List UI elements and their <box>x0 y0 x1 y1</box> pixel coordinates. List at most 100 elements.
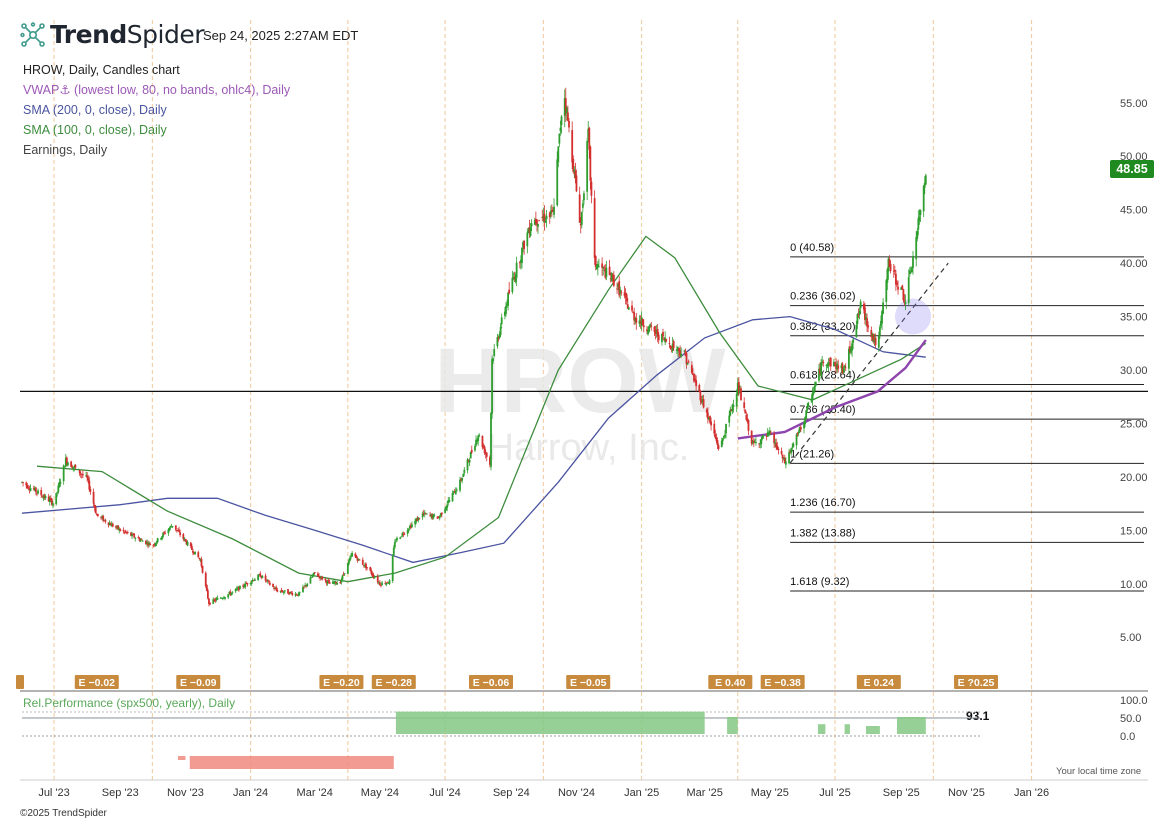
earnings-marker-box <box>954 675 999 689</box>
price-axis[interactable]: 5.00 10.00 15.00 20.00 25.00 30.00 35.00 40.00 4… <box>20 98 1148 692</box>
candle <box>159 537 162 541</box>
candle-body <box>791 447 794 449</box>
candle-body <box>740 388 742 401</box>
candle <box>107 522 110 528</box>
rel-performance-pane[interactable]: Rel.Performance (spx500, yearly), Daily … <box>22 695 1148 777</box>
candle-body <box>548 212 551 218</box>
candle <box>320 575 323 580</box>
candle-body <box>662 331 664 337</box>
candle-body <box>49 497 52 500</box>
candle <box>541 209 544 222</box>
candle-body <box>605 267 608 277</box>
candle-body <box>834 362 836 365</box>
candle-body <box>194 551 196 555</box>
candle-body <box>77 468 80 470</box>
candle <box>604 264 607 280</box>
candle <box>721 437 724 445</box>
candle-body <box>492 358 495 362</box>
legend-sma100[interactable]: SMA (100, 0, close), Daily <box>23 123 167 137</box>
candle-body <box>70 461 73 467</box>
candle-body <box>221 597 224 599</box>
candle-body <box>279 590 282 592</box>
candle-body <box>523 241 526 249</box>
time-axis[interactable]: Jul '23 Sep '23 Nov '23 Jan '24 Mar '24 May '… <box>20 779 1148 799</box>
candles[interactable] <box>21 87 927 607</box>
candle-body <box>253 579 256 581</box>
candle-body <box>632 312 634 314</box>
candle <box>683 349 686 353</box>
candle-body <box>387 583 390 584</box>
candle-body <box>103 519 106 521</box>
candle <box>578 186 581 223</box>
candle <box>680 347 683 358</box>
candle-body <box>753 441 756 443</box>
candle <box>257 573 260 582</box>
time-tick-label: Jul '24 <box>429 787 460 799</box>
drawn-lines[interactable] <box>20 262 1148 464</box>
candle-body <box>639 321 642 324</box>
candle <box>234 588 237 594</box>
candle <box>287 588 289 594</box>
candle-body <box>275 587 278 591</box>
candle-body <box>209 602 211 605</box>
legend-vwap[interactable]: VWAP⚓ (lowest low, 80, no bands, ohlc4),… <box>23 83 291 97</box>
candle <box>520 255 522 270</box>
candle <box>432 513 435 520</box>
candle <box>798 426 801 434</box>
candle-body <box>283 590 286 592</box>
candle-body <box>573 169 576 173</box>
candle-body <box>698 385 701 392</box>
candle <box>612 271 615 288</box>
candle-body <box>865 316 867 320</box>
brand-name-light: Spider <box>126 20 205 49</box>
fibonacci-levels[interactable]: 0 (40.58) 0.236 (36.02) 0.382 (33.20) 0.618… <box>790 242 1144 592</box>
candle <box>431 513 434 520</box>
candle <box>744 409 747 414</box>
candle-body <box>901 285 904 290</box>
brand-name: TrendSpider <box>50 20 205 49</box>
candle <box>96 513 99 518</box>
candle-body <box>715 437 718 441</box>
candle <box>588 126 591 159</box>
fib-level-label: 0.382 (33.20) <box>790 321 855 333</box>
candle-body <box>373 577 376 579</box>
candle <box>27 485 30 491</box>
candle-body <box>200 559 203 567</box>
candle-body <box>96 513 99 516</box>
candle-body <box>545 215 548 220</box>
candle-body <box>423 512 426 515</box>
candle <box>186 540 189 547</box>
candle-body <box>145 540 147 544</box>
candle-body <box>887 258 890 272</box>
candle <box>309 574 312 584</box>
candle <box>657 332 660 344</box>
candle-body <box>744 410 747 414</box>
candle-body <box>183 538 186 540</box>
candle <box>796 431 799 437</box>
candle <box>448 496 451 503</box>
candle-body <box>642 325 645 328</box>
candle <box>874 333 877 349</box>
candle <box>77 468 80 470</box>
legend-title[interactable]: HROW, Daily, Candles chart <box>23 63 180 77</box>
candle-body <box>775 443 778 448</box>
candle-body <box>588 127 591 150</box>
candle <box>692 368 694 376</box>
candle-body <box>204 572 207 587</box>
candle <box>321 575 324 581</box>
legend-earnings[interactable]: Earnings, Daily <box>23 143 108 157</box>
candle <box>864 302 866 325</box>
candle-body <box>208 598 210 604</box>
candle-body <box>513 277 516 280</box>
earnings-markers[interactable]: E −0.02 E −0.09 E −0.20 E −0.28 E −0.06 E −0.… <box>16 675 999 689</box>
candle-body <box>289 591 292 594</box>
legend-sma200[interactable]: SMA (200, 0, close), Daily <box>23 103 167 117</box>
candle-body <box>392 547 395 556</box>
candle-body <box>862 303 865 310</box>
candle-body <box>529 227 532 236</box>
candle <box>627 306 630 310</box>
candle <box>429 511 432 517</box>
candle-body <box>177 530 179 532</box>
candle-body <box>265 579 268 581</box>
